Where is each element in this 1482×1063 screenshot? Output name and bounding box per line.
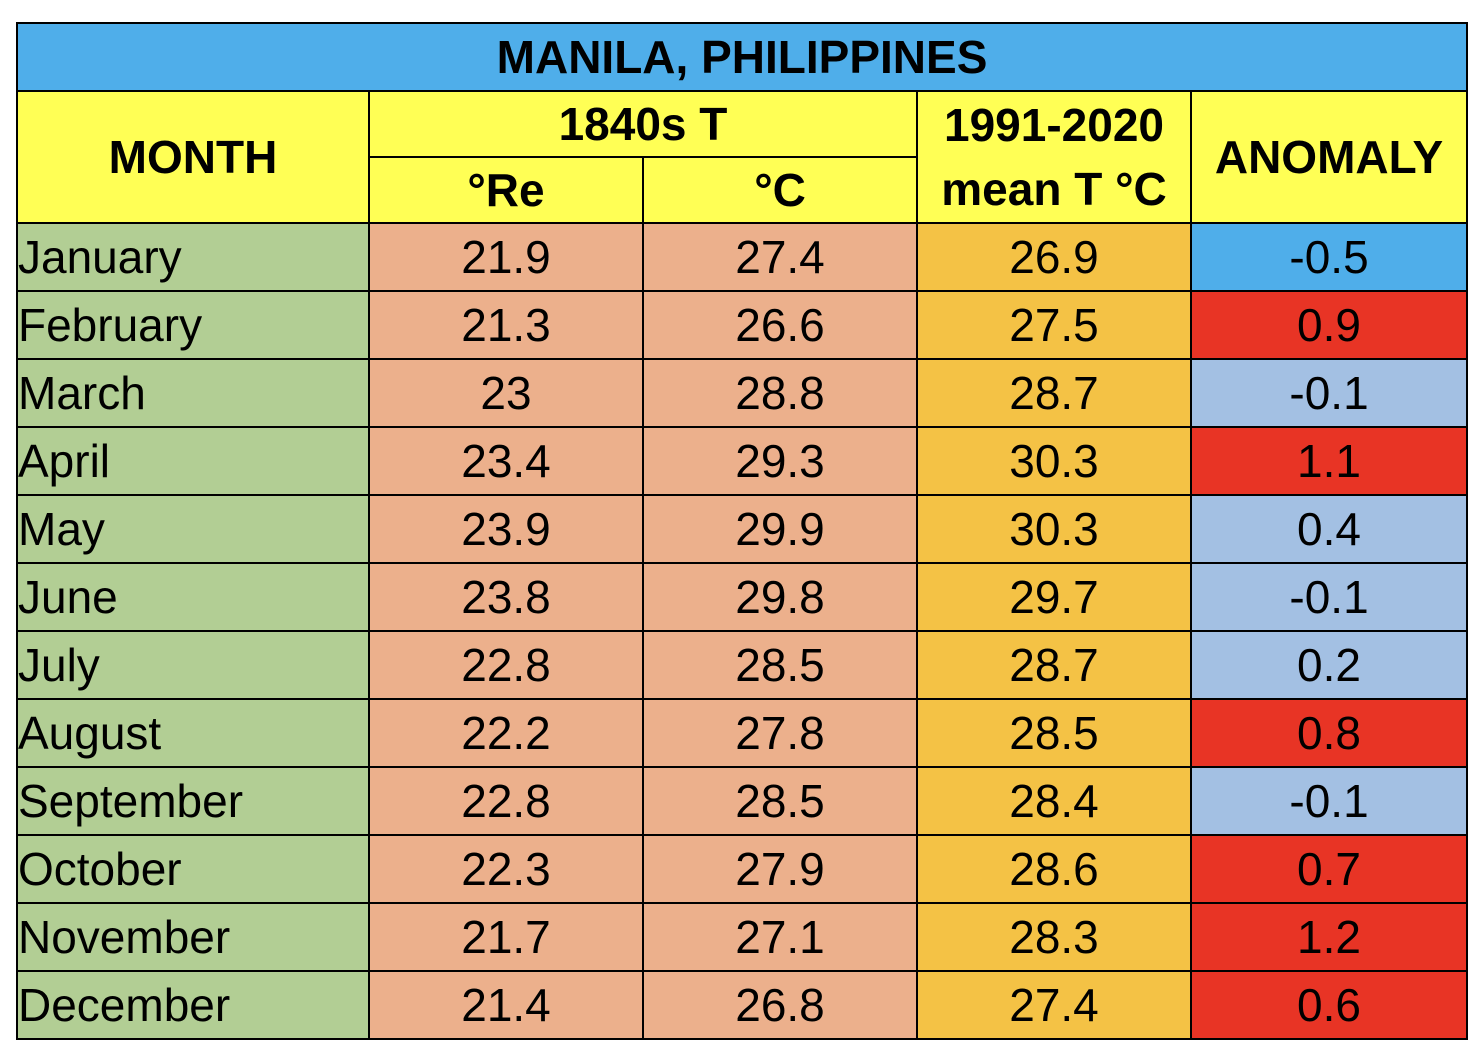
anomaly-cell: 1.1 (1189, 426, 1469, 496)
month-cell: August (16, 698, 370, 768)
mean-temp-cell: 28.4 (916, 766, 1192, 836)
celsius-cell: 27.1 (642, 902, 918, 972)
reaumur-cell: 23.4 (368, 426, 644, 496)
climate-table: MANILA, PHILIPPINES MONTH 1840s T 1991-2… (15, 22, 1469, 1040)
month-cell: June (16, 562, 370, 632)
table-row: January 21.9 27.4 26.9 -0.5 (16, 222, 1469, 292)
month-cell: April (16, 426, 370, 496)
anomaly-cell: -0.1 (1189, 562, 1469, 632)
celsius-cell: 26.8 (642, 970, 918, 1040)
header-mean: 1991-2020 mean T °C (916, 90, 1192, 224)
reaumur-cell: 22.8 (368, 766, 644, 836)
mean-temp-cell: 30.3 (916, 494, 1192, 564)
mean-temp-cell: 28.7 (916, 630, 1192, 700)
celsius-cell: 27.9 (642, 834, 918, 904)
reaumur-cell: 22.3 (368, 834, 644, 904)
month-cell: May (16, 494, 370, 564)
anomaly-cell: -0.1 (1189, 358, 1469, 428)
month-cell: November (16, 902, 370, 972)
celsius-cell: 29.3 (642, 426, 918, 496)
celsius-cell: 28.5 (642, 630, 918, 700)
anomaly-cell: 0.7 (1189, 834, 1469, 904)
reaumur-cell: 23 (368, 358, 644, 428)
mean-temp-cell: 28.7 (916, 358, 1192, 428)
reaumur-cell: 21.7 (368, 902, 644, 972)
month-cell: December (16, 970, 370, 1040)
header-mean-line1: 1991-2020 (944, 99, 1164, 151)
celsius-cell: 27.4 (642, 222, 918, 292)
header-month: MONTH (16, 90, 370, 224)
anomaly-cell: -0.1 (1189, 766, 1469, 836)
mean-temp-cell: 28.6 (916, 834, 1192, 904)
climate-table-container: MANILA, PHILIPPINES MONTH 1840s T 1991-2… (15, 22, 1469, 1040)
mean-temp-cell: 29.7 (916, 562, 1192, 632)
celsius-cell: 29.8 (642, 562, 918, 632)
header-reaumur: °Re (368, 156, 644, 224)
mean-temp-cell: 30.3 (916, 426, 1192, 496)
table-row: September 22.8 28.5 28.4 -0.1 (16, 766, 1469, 836)
mean-temp-cell: 28.3 (916, 902, 1192, 972)
month-cell: July (16, 630, 370, 700)
celsius-cell: 28.8 (642, 358, 918, 428)
reaumur-cell: 21.9 (368, 222, 644, 292)
anomaly-cell: 0.9 (1189, 290, 1469, 360)
table-row: March 23 28.8 28.7 -0.1 (16, 358, 1469, 428)
reaumur-cell: 21.3 (368, 290, 644, 360)
mean-temp-cell: 27.4 (916, 970, 1192, 1040)
table-row: May 23.9 29.9 30.3 0.4 (16, 494, 1469, 564)
reaumur-cell: 22.8 (368, 630, 644, 700)
table-row: October 22.3 27.9 28.6 0.7 (16, 834, 1469, 904)
month-cell: March (16, 358, 370, 428)
anomaly-cell: -0.5 (1189, 222, 1469, 292)
reaumur-cell: 23.8 (368, 562, 644, 632)
celsius-cell: 29.9 (642, 494, 918, 564)
table-row: December 21.4 26.8 27.4 0.6 (16, 970, 1469, 1040)
table-title: MANILA, PHILIPPINES (15, 22, 1469, 92)
mean-temp-cell: 28.5 (916, 698, 1192, 768)
celsius-cell: 27.8 (642, 698, 918, 768)
table-row: April 23.4 29.3 30.3 1.1 (16, 426, 1469, 496)
header-mean-line2: mean T °C (941, 163, 1167, 215)
mean-temp-cell: 26.9 (916, 222, 1192, 292)
header-anomaly: ANOMALY (1189, 90, 1469, 224)
celsius-cell: 28.5 (642, 766, 918, 836)
reaumur-cell: 23.9 (368, 494, 644, 564)
anomaly-cell: 0.8 (1189, 698, 1469, 768)
anomaly-cell: 0.6 (1189, 970, 1469, 1040)
anomaly-cell: 1.2 (1189, 902, 1469, 972)
month-cell: September (16, 766, 370, 836)
table-row: August 22.2 27.8 28.5 0.8 (16, 698, 1469, 768)
table-row: July 22.8 28.5 28.7 0.2 (16, 630, 1469, 700)
reaumur-cell: 22.2 (368, 698, 644, 768)
anomaly-cell: 0.4 (1189, 494, 1469, 564)
anomaly-cell: 0.2 (1189, 630, 1469, 700)
header-celsius: °C (642, 156, 918, 224)
table-row: June 23.8 29.8 29.7 -0.1 (16, 562, 1469, 632)
reaumur-cell: 21.4 (368, 970, 644, 1040)
mean-temp-cell: 27.5 (916, 290, 1192, 360)
table-body: January 21.9 27.4 26.9 -0.5 February 21.3 26.6 2… (16, 222, 1469, 1040)
table-row: February 21.3 26.6 27.5 0.9 (16, 290, 1469, 360)
celsius-cell: 26.6 (642, 290, 918, 360)
month-cell: January (16, 222, 370, 292)
month-cell: October (16, 834, 370, 904)
month-cell: February (16, 290, 370, 360)
header-1840s-group: 1840s T (368, 90, 918, 158)
table-row: November 21.7 27.1 28.3 1.2 (16, 902, 1469, 972)
